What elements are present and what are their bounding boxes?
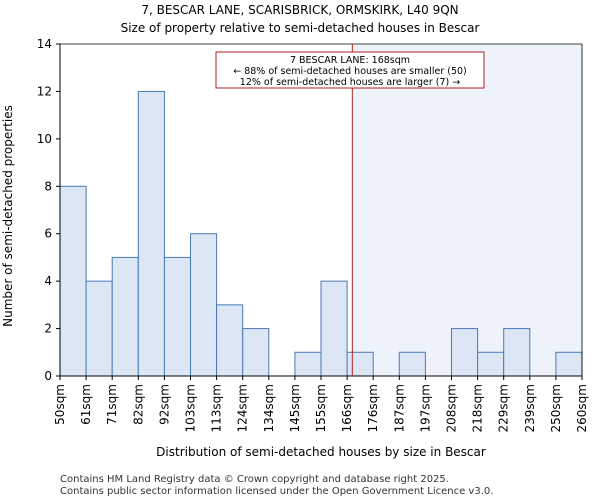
- x-tick-label: 155sqm: [314, 384, 328, 432]
- chart-title: 7, BESCAR LANE, SCARISBRICK, ORMSKIRK, L…: [141, 3, 458, 17]
- plot-area: 0 2 4 6 8 10 12 14 50sqm 61sqm 71sqm 82sqm 92sqm 103s…: [37, 37, 589, 432]
- x-tick-label: 218sqm: [471, 384, 485, 432]
- x-tick-label: 166sqm: [340, 384, 354, 432]
- y-axis-label: Number of semi-detached properties: [1, 105, 15, 327]
- annotation-line-1: 7 BESCAR LANE: 168sqm: [290, 55, 410, 66]
- x-tick-label: 103sqm: [184, 384, 198, 432]
- bar-124sqm: [242, 328, 270, 377]
- y-tick-label: 14: [37, 37, 52, 51]
- bar-82sqm: [137, 90, 165, 377]
- x-tick-label: 250sqm: [549, 384, 563, 432]
- y-tick-label: 10: [37, 132, 52, 146]
- y-tick-label: 12: [37, 84, 52, 98]
- x-tick-label: 82sqm: [131, 384, 145, 425]
- footer-line-2: Contains public sector information licen…: [60, 486, 493, 497]
- x-tick-label: 124sqm: [236, 384, 250, 432]
- y-tick-label: 6: [44, 227, 52, 241]
- y-tick-label: 8: [44, 179, 52, 193]
- annotation-box: [215, 51, 485, 89]
- x-tick-label: 50sqm: [53, 384, 67, 425]
- footer-line-1: Contains HM Land Registry data © Crown c…: [60, 474, 449, 485]
- x-tick-label: 61sqm: [79, 384, 93, 425]
- x-axis-label: Distribution of semi-detached houses by …: [156, 445, 486, 459]
- x-tick-label: 197sqm: [418, 384, 432, 432]
- bar-166sqm: [346, 351, 374, 377]
- bar-208sqm: [451, 328, 479, 377]
- x-tick-label: 176sqm: [366, 384, 380, 432]
- y-tick-label: 4: [44, 274, 52, 288]
- x-tick-label: 113sqm: [210, 384, 224, 432]
- bar-145sqm: [294, 351, 322, 377]
- x-tick-label: 134sqm: [262, 384, 276, 432]
- bar-250sqm: [555, 351, 583, 377]
- bar-218sqm: [477, 351, 505, 377]
- larger-properties-region: [352, 44, 582, 376]
- bar-50sqm: [59, 185, 87, 377]
- bar-103sqm: [190, 233, 218, 377]
- bar-187sqm: [398, 351, 426, 377]
- x-tick-label: 260sqm: [575, 384, 589, 432]
- x-tick-label: 208sqm: [445, 384, 459, 432]
- x-tick-label: 239sqm: [523, 384, 537, 432]
- x-tick-label: 229sqm: [497, 384, 511, 432]
- bar-71sqm: [111, 256, 139, 377]
- annotation-line-2: ← 88% of semi-detached houses are smalle…: [233, 66, 467, 77]
- x-tick-label: 187sqm: [392, 384, 406, 432]
- chart-subtitle: Size of property relative to semi-detach…: [121, 21, 480, 35]
- bar-229sqm: [503, 328, 531, 377]
- x-tick-label: 145sqm: [288, 384, 302, 432]
- y-tick-label: 2: [44, 322, 52, 336]
- annotation-line-3: 12% of semi-detached houses are larger (…: [240, 77, 460, 88]
- bar-113sqm: [216, 304, 244, 377]
- x-tick-label: 71sqm: [105, 384, 119, 425]
- y-tick-label: 0: [44, 369, 52, 383]
- x-tick-label: 92sqm: [157, 384, 171, 425]
- bar-155sqm: [320, 280, 348, 377]
- bar-92sqm: [163, 256, 191, 377]
- bar-61sqm: [85, 280, 113, 377]
